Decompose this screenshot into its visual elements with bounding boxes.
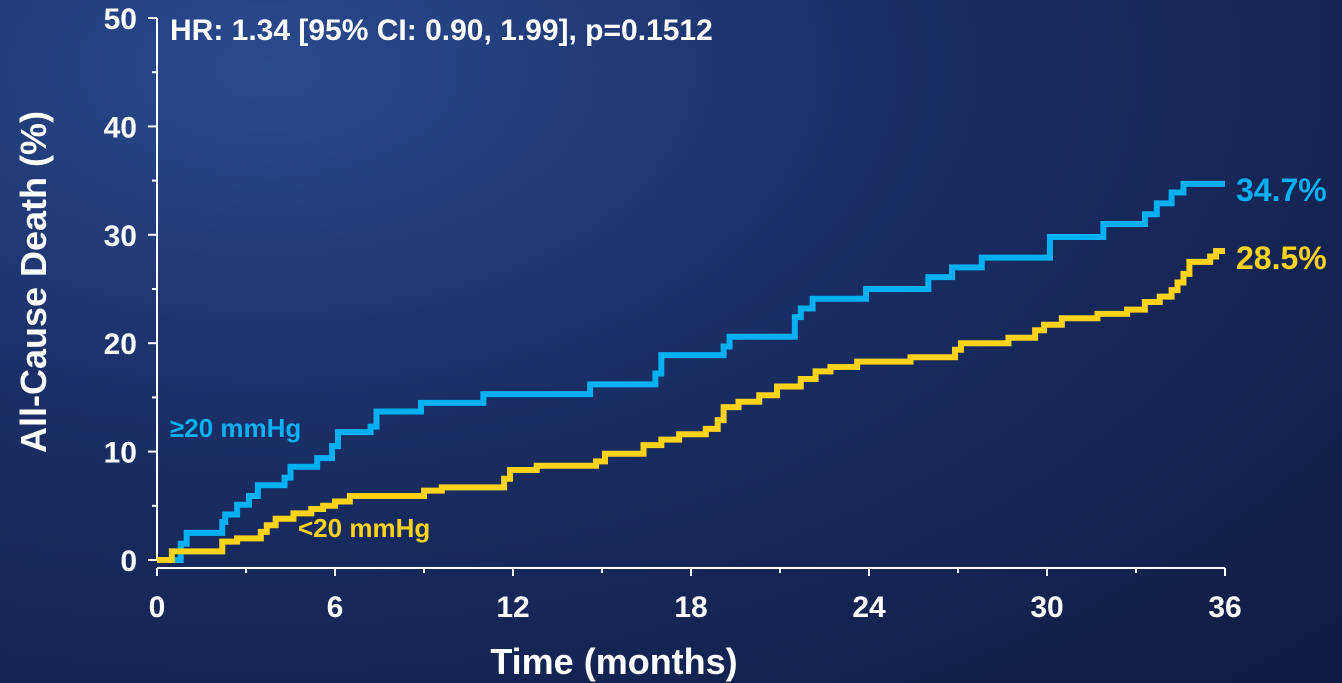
ticks: 0 10 20 30 40 50 0 6 12 18 24 30 36 — [104, 3, 1242, 624]
y-tick-label: 0 — [120, 545, 137, 578]
series-line-0 — [157, 180, 1225, 563]
y-axis-title: All-Cause Death (%) — [13, 111, 54, 453]
x-tick-label: 12 — [496, 591, 529, 624]
x-axis-title: Time (months) — [490, 641, 737, 682]
series-label-low: <20 mmHg — [298, 513, 430, 543]
x-tick-label: 36 — [1208, 591, 1241, 624]
x-tick-label: 24 — [852, 591, 886, 624]
x-tick-label: 6 — [327, 591, 344, 624]
hr-annotation: HR: 1.34 [95% CI: 0.90, 1.99], p=0.1512 — [170, 14, 713, 47]
end-label-high: 34.7% — [1236, 172, 1327, 208]
end-label-low: 28.5% — [1236, 240, 1327, 276]
y-tick-label: 50 — [104, 3, 137, 36]
series-line-1 — [157, 248, 1225, 563]
x-tick-label: 30 — [1030, 591, 1063, 624]
series-lines — [157, 180, 1225, 563]
axes — [156, 18, 1225, 569]
series-label-high: ≥20 mmHg — [170, 413, 301, 443]
x-tick-label: 0 — [149, 591, 166, 624]
y-tick-label: 40 — [104, 111, 137, 144]
y-tick-label: 30 — [104, 220, 137, 253]
y-tick-label: 10 — [104, 437, 137, 470]
x-tick-label: 18 — [674, 591, 707, 624]
y-tick-label: 20 — [104, 328, 137, 361]
